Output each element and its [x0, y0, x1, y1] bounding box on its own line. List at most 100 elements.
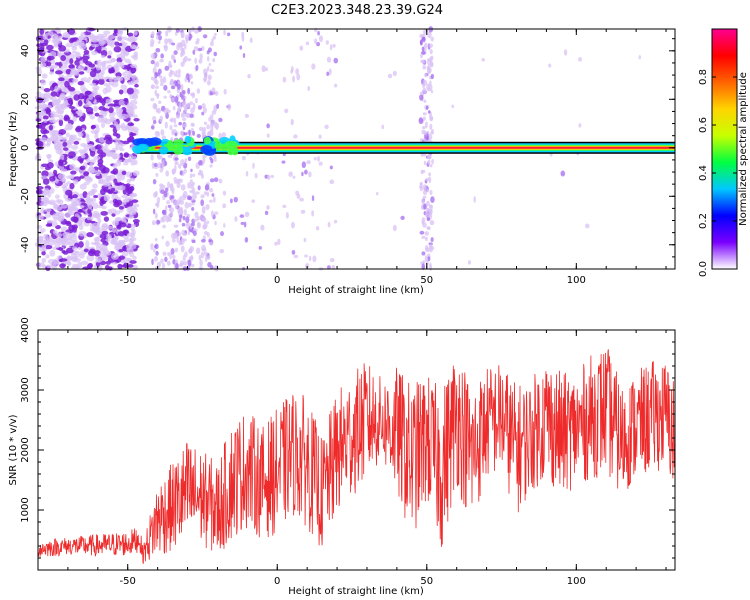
noise-blob [55, 199, 62, 203]
noise-blob [419, 230, 425, 235]
noise-blob [46, 236, 53, 242]
noise-blob [197, 222, 202, 229]
noise-blob [101, 230, 109, 236]
noise-blob [131, 199, 139, 203]
x-tick-label: 0 [274, 275, 280, 286]
noise-blob [79, 60, 84, 65]
noise-blob [63, 182, 68, 188]
noise-blob [175, 80, 179, 87]
noise-blob [123, 262, 129, 269]
noise-blob [100, 122, 106, 128]
noise-blob [419, 185, 423, 189]
noise-blob [40, 127, 48, 135]
noise-blob [67, 28, 76, 35]
snr-y-label: SNR (10 * v/v) [8, 414, 19, 485]
noise-blob [45, 143, 51, 147]
noise-blob [75, 168, 81, 172]
noise-blob [175, 114, 181, 119]
noise-blob [90, 188, 96, 194]
noise-blob [126, 109, 132, 114]
noise-blob [281, 160, 286, 164]
noise-blob [127, 71, 133, 76]
noise-blob [41, 73, 48, 79]
noise-blob [129, 183, 135, 187]
noise-blob [69, 182, 75, 190]
noise-blob [114, 137, 121, 142]
noise-blob [164, 38, 169, 45]
noise-blob [60, 104, 65, 110]
noise-blob [188, 196, 193, 200]
signal-wobble [173, 145, 184, 155]
noise-blob [46, 61, 52, 67]
noise-blob [293, 134, 298, 139]
noise-blob [39, 61, 47, 68]
noise-blob [187, 58, 192, 62]
noise-blob [163, 84, 168, 91]
noise-blob [152, 116, 157, 121]
noise-blob [329, 258, 335, 263]
noise-blob [265, 67, 268, 72]
noise-blob [118, 108, 123, 113]
noise-blob [39, 28, 45, 36]
noise-blob [114, 217, 122, 222]
noise-blob [77, 100, 83, 107]
noise-blob [154, 190, 158, 198]
noise-blob [198, 58, 203, 64]
noise-blob [195, 97, 198, 104]
noise-blob [179, 170, 183, 176]
noise-blob [126, 102, 134, 109]
noise-blob [198, 160, 203, 166]
noise-blob [261, 65, 266, 73]
noise-blob [40, 79, 47, 86]
noise-blob [165, 187, 169, 192]
noise-blob [83, 248, 89, 253]
noise-blob [79, 40, 85, 47]
signal-wobble [224, 140, 239, 149]
noise-blob [78, 149, 87, 154]
noise-blob [69, 163, 76, 171]
noise-blob [170, 70, 175, 75]
noise-blob [196, 38, 200, 43]
noise-blob [78, 230, 87, 237]
noise-blob [50, 113, 56, 119]
signal-wobble [200, 144, 213, 155]
noise-blob [83, 171, 90, 176]
signal-band-core [136, 146, 676, 149]
noise-blob [422, 189, 428, 196]
noise-blob [100, 169, 106, 174]
noise-blob [178, 214, 183, 219]
noise-blob [89, 82, 97, 86]
noise-blob [329, 179, 335, 185]
noise-blob [190, 81, 194, 85]
noise-blob [424, 254, 428, 262]
noise-blob [427, 110, 431, 114]
noise-blob [201, 206, 206, 213]
noise-blob [258, 245, 262, 250]
noise-blob [218, 117, 223, 123]
noise-blob [209, 164, 213, 168]
noise-blob [178, 102, 182, 108]
noise-blob [40, 207, 45, 214]
noise-blob [102, 87, 108, 95]
noise-blob [41, 110, 47, 116]
noise-blob [108, 76, 113, 82]
noise-blob [428, 43, 433, 48]
noise-blob [131, 126, 139, 133]
noise-blob [419, 91, 423, 96]
noise-blob [282, 76, 287, 83]
noise-blob [163, 95, 167, 99]
noise-blob [66, 181, 71, 185]
noise-blob [45, 108, 52, 115]
noise-blob [423, 160, 427, 166]
y-tick-label: 2000 [20, 437, 31, 462]
noise-blob [188, 36, 192, 41]
noise-blob [239, 214, 245, 218]
noise-blob [165, 30, 169, 37]
signal-wobble [158, 146, 169, 155]
noise-blob [317, 155, 321, 162]
noise-blob [285, 212, 289, 219]
noise-blob [324, 124, 329, 130]
noise-blob [173, 117, 177, 125]
noise-blob [68, 53, 76, 60]
